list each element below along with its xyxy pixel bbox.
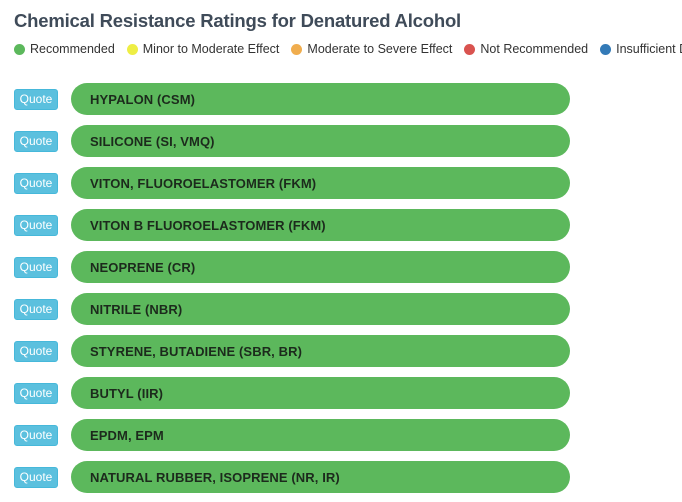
rating-row-epdm: Quote EPDM, EPM bbox=[14, 414, 570, 456]
rating-bar: VITON, FLUOROELASTOMER (FKM) bbox=[71, 167, 570, 199]
ratings-list: Quote HYPALON (CSM) Quote SILICONE (SI, … bbox=[14, 78, 570, 498]
quote-button[interactable]: Quote bbox=[14, 424, 58, 446]
page-title: Chemical Resistance Ratings for Denature… bbox=[14, 10, 461, 31]
quote-button[interactable]: Quote bbox=[14, 130, 58, 152]
material-label: NEOPRENE (CR) bbox=[90, 259, 196, 275]
quote-button[interactable]: Quote bbox=[14, 214, 58, 236]
legend-label: Minor to Moderate Effect bbox=[142, 42, 280, 56]
quote-button[interactable]: Quote bbox=[14, 466, 58, 488]
rating-bar: SILICONE (SI, VMQ) bbox=[71, 125, 570, 157]
quote-button[interactable]: Quote bbox=[14, 256, 58, 278]
rating-row-nitrile: Quote NITRILE (NBR) bbox=[14, 288, 570, 330]
rating-bar: VITON B FLUOROELASTOMER (FKM) bbox=[71, 209, 570, 241]
rating-bar: NEOPRENE (CR) bbox=[71, 251, 570, 283]
rating-row-neoprene: Quote NEOPRENE (CR) bbox=[14, 246, 570, 288]
severe-effect-dot-icon bbox=[291, 43, 303, 55]
quote-button[interactable]: Quote bbox=[14, 298, 58, 320]
recommended-dot-icon bbox=[14, 43, 25, 55]
legend-label: Not Recommended bbox=[480, 42, 589, 56]
rating-bar: EPDM, EPM bbox=[71, 419, 570, 451]
material-label: EPDM, EPM bbox=[90, 427, 164, 443]
material-label: NATURAL RUBBER, ISOPRENE (NR, IR) bbox=[90, 469, 340, 485]
legend-item-severe-effect: Moderate to Severe Effect bbox=[291, 42, 452, 56]
legend-label: Moderate to Severe Effect bbox=[307, 42, 453, 56]
legend-label: Insufficient Data bbox=[616, 42, 682, 56]
rating-bar: NATURAL RUBBER, ISOPRENE (NR, IR) bbox=[71, 461, 570, 493]
not-recommended-dot-icon bbox=[464, 43, 476, 55]
quote-button[interactable]: Quote bbox=[14, 382, 58, 404]
rating-row-natural-rubber: Quote NATURAL RUBBER, ISOPRENE (NR, IR) bbox=[14, 456, 570, 498]
rating-row-viton: Quote VITON, FLUOROELASTOMER (FKM) bbox=[14, 162, 570, 204]
material-label: SILICONE (SI, VMQ) bbox=[90, 133, 215, 149]
legend-item-recommended: Recommended bbox=[14, 42, 115, 56]
legend-item-insufficient-data: Insufficient Data bbox=[600, 42, 682, 56]
legend-item-minor-effect: Minor to Moderate Effect bbox=[126, 42, 280, 56]
rating-bar: BUTYL (IIR) bbox=[71, 377, 570, 409]
quote-button[interactable]: Quote bbox=[14, 88, 58, 110]
material-label: HYPALON (CSM) bbox=[90, 91, 196, 107]
material-label: NITRILE (NBR) bbox=[90, 301, 183, 317]
rating-row-butyl: Quote BUTYL (IIR) bbox=[14, 372, 570, 414]
legend-item-not-recommended: Not Recommended bbox=[464, 42, 588, 56]
quote-button[interactable]: Quote bbox=[14, 172, 58, 194]
rating-row-hypalon: Quote HYPALON (CSM) bbox=[14, 78, 570, 120]
material-label: VITON B FLUOROELASTOMER (FKM) bbox=[90, 217, 326, 233]
rating-row-styrene-butadiene: Quote STYRENE, BUTADIENE (SBR, BR) bbox=[14, 330, 570, 372]
legend: Recommended Minor to Moderate Effect Mod… bbox=[14, 42, 682, 56]
rating-bar: HYPALON (CSM) bbox=[71, 83, 570, 115]
rating-row-silicone: Quote SILICONE (SI, VMQ) bbox=[14, 120, 570, 162]
rating-row-viton-b: Quote VITON B FLUOROELASTOMER (FKM) bbox=[14, 204, 570, 246]
material-label: VITON, FLUOROELASTOMER (FKM) bbox=[90, 175, 317, 191]
quote-button[interactable]: Quote bbox=[14, 340, 58, 362]
rating-bar: STYRENE, BUTADIENE (SBR, BR) bbox=[71, 335, 570, 367]
insufficient-data-dot-icon bbox=[600, 43, 612, 55]
material-label: STYRENE, BUTADIENE (SBR, BR) bbox=[90, 343, 303, 359]
rating-bar: NITRILE (NBR) bbox=[71, 293, 570, 325]
legend-label: Recommended bbox=[30, 42, 115, 56]
material-label: BUTYL (IIR) bbox=[90, 385, 164, 401]
minor-effect-dot-icon bbox=[126, 43, 138, 55]
